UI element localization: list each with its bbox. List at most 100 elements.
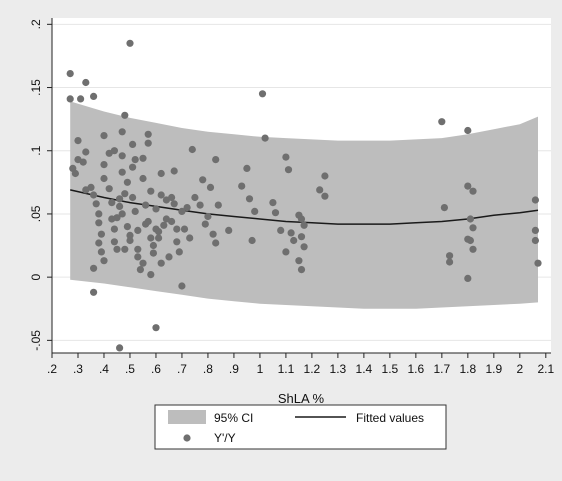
data-points (66, 39, 542, 352)
scatter-point (113, 245, 121, 253)
scatter-point (277, 226, 285, 234)
scatter-point (113, 214, 121, 222)
scatter-point (131, 156, 139, 164)
scatter-point (157, 169, 165, 178)
x-tick-label: .6 (151, 362, 161, 376)
scatter-point (87, 183, 95, 191)
scatter-point (290, 236, 298, 245)
scatter-point (186, 234, 194, 242)
scatter-point (251, 207, 259, 215)
scatter-point (105, 185, 113, 193)
scatter-point (245, 195, 254, 203)
scatter-point (129, 140, 137, 148)
scatter-point (126, 231, 134, 239)
scatter-point (82, 78, 90, 87)
x-tick-label: .2 (47, 362, 57, 376)
scatter-point (134, 245, 142, 253)
scatter-point (261, 134, 269, 142)
scatter-point (95, 239, 103, 247)
scatter-point (199, 176, 207, 184)
scatter-point (144, 217, 152, 226)
scatter-point (118, 128, 126, 136)
scatter-point (118, 152, 126, 160)
scatter-point (248, 236, 256, 245)
scatter-point (155, 228, 163, 236)
scatter-point (209, 230, 217, 238)
legend-points-marker (183, 434, 191, 442)
scatter-point (160, 221, 168, 229)
scatter-point (95, 219, 103, 227)
scatter-point (139, 154, 147, 162)
x-tick-label: 1.8 (459, 362, 476, 376)
scatter-point (284, 166, 293, 174)
x-tick-label: 1.1 (278, 362, 295, 376)
axes: -.05 0 .05 .1 .15 .2 .2 .3 .4 .5 .6 .7 .8 .9 1 1.1 1.2 1.… (29, 18, 554, 376)
ci-band (70, 101, 538, 309)
ci-band-layer (70, 101, 538, 309)
legend-ci-label: 95% CI (214, 411, 253, 425)
scatter-point (90, 191, 98, 199)
scatter-point (123, 178, 131, 186)
y-tick-label: .2 (29, 19, 43, 29)
scatter-point (282, 153, 290, 161)
scatter-point (204, 212, 212, 221)
scatter-point (214, 201, 222, 209)
y-tick-label: 0 (29, 274, 43, 281)
scatter-point (123, 223, 131, 231)
scatter-point (464, 126, 472, 135)
scatter-point (287, 229, 295, 237)
scatter-point (116, 202, 124, 210)
scatter-point (316, 186, 324, 194)
scatter-point (118, 210, 126, 218)
scatter-point (100, 174, 108, 183)
scatter-point (178, 207, 186, 215)
scatter-point (531, 196, 540, 204)
scatter-point (464, 274, 472, 282)
scatter-point (188, 145, 196, 154)
scatter-point (116, 344, 124, 352)
x-tick-label: 1.2 (304, 362, 321, 376)
scatter-point (212, 156, 220, 164)
scatter-point (126, 39, 134, 47)
scatter-point (77, 95, 85, 103)
scatter-point (165, 253, 173, 261)
scatter-point (147, 187, 155, 195)
x-tick-label: 1 (257, 362, 264, 376)
scatter-point (206, 183, 215, 191)
legend: 95% CI Fitted values Y'/Y (154, 404, 447, 450)
scatter-point (297, 266, 306, 274)
scatter-point (321, 192, 329, 200)
x-tick-label: 1.9 (485, 362, 502, 376)
x-tick-label: .8 (203, 362, 213, 376)
scatter-point (97, 230, 105, 238)
scatter-point (534, 259, 542, 267)
x-tick-label: 2.1 (537, 362, 554, 376)
scatter-point (149, 241, 157, 250)
scatter-point (142, 201, 150, 209)
y-tick-label: .1 (29, 145, 43, 155)
scatter-point (191, 193, 199, 202)
scatter-point (178, 282, 186, 290)
scatter-point (201, 220, 209, 228)
scatter-point (282, 248, 290, 256)
scatter-point (139, 174, 147, 183)
scatter-point (168, 193, 176, 202)
scatter-point (469, 187, 477, 195)
scatter-point (118, 168, 126, 176)
scatter-point (92, 200, 100, 208)
scatter-point (180, 225, 189, 233)
scatter-point (170, 167, 178, 175)
legend-ci-swatch (168, 410, 206, 424)
scatter-point (183, 204, 191, 212)
y-tick-label: -.05 (29, 330, 43, 351)
scatter-point (90, 92, 98, 100)
scatter-point (110, 238, 118, 246)
scatter-point (110, 147, 118, 155)
scatter-point (173, 225, 181, 233)
scatter-point (300, 221, 308, 229)
scatter-point (66, 95, 74, 103)
scatter-point (238, 182, 246, 190)
x-tick-label: 1.7 (434, 362, 451, 376)
x-tick-label: 1.3 (330, 362, 347, 376)
